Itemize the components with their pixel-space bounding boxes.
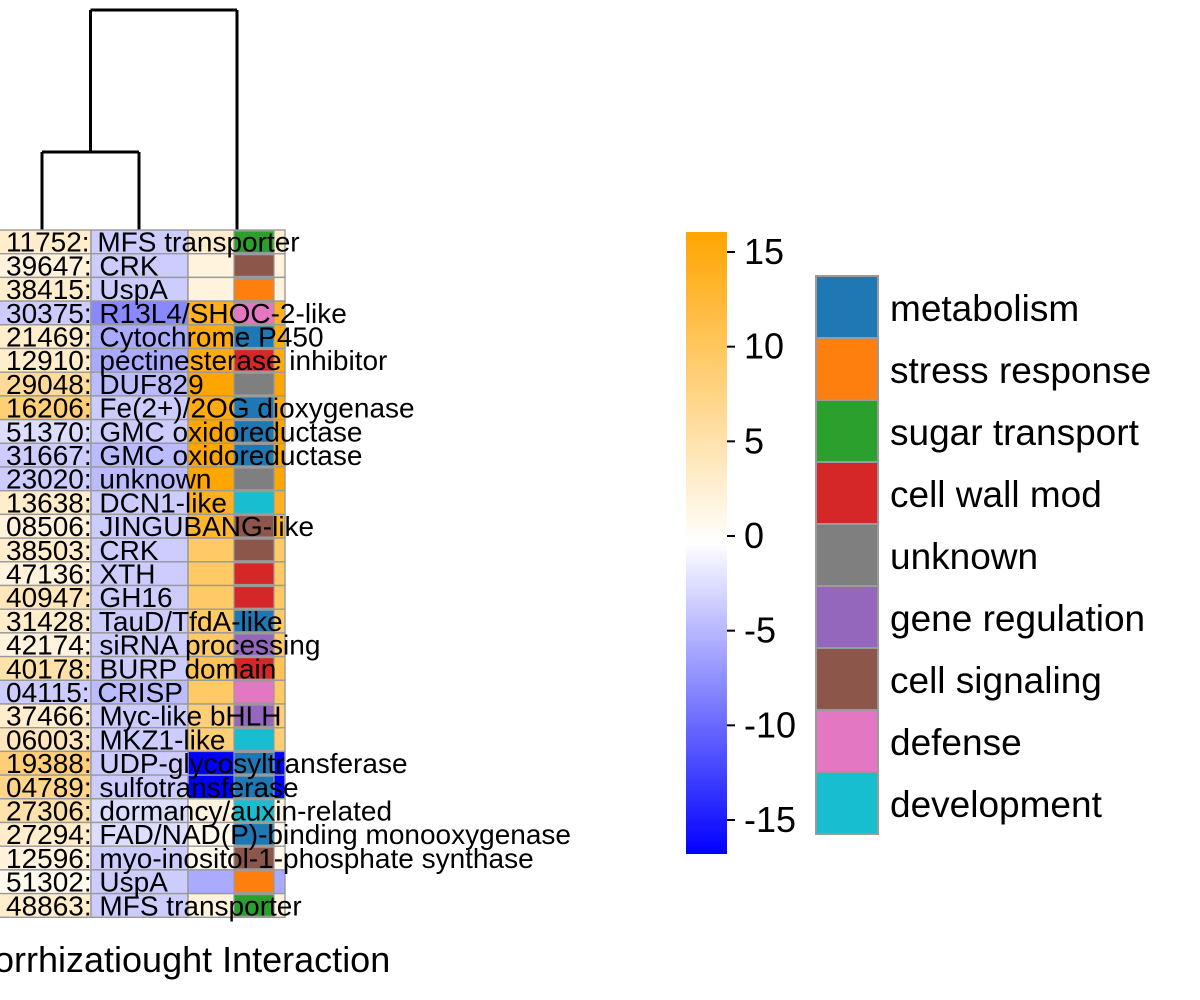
category-legend: metabolism stress response sugar transport… (815, 275, 1151, 835)
row-label: 12596: myo-inositol-1-phosphate synthase (6, 843, 534, 874)
legend-swatch (815, 399, 879, 463)
row-label: 06003: MKZ1-like (6, 724, 225, 755)
category-annotation-cell (233, 799, 275, 823)
category-annotation-cell (233, 680, 275, 704)
category-annotation-cell (233, 704, 275, 728)
category-annotation-cell (233, 633, 275, 657)
legend-swatch (815, 461, 879, 525)
row-label: 27294: FAD/NAD(P)-binding monooxygenase (6, 819, 571, 850)
row-label: 16206: Fe(2+)/2OG dioxygenase (6, 393, 415, 424)
category-annotation-cell (233, 491, 275, 515)
category-annotation-cell (233, 230, 275, 254)
legend-label: cell wall mod (890, 474, 1102, 515)
category-annotation-cell (233, 609, 275, 633)
category-annotation-cell (233, 656, 275, 680)
row-label: 42174: siRNA processing (6, 630, 320, 661)
row-label: 13638: DCN1-like (6, 487, 227, 518)
category-annotation-cell (233, 846, 275, 870)
category-annotation-cell (233, 467, 275, 491)
category-annotation-cell (233, 775, 275, 799)
legend-label: sugar transport (890, 412, 1140, 453)
legend-label: development (890, 784, 1103, 825)
category-annotation-column (233, 230, 275, 917)
category-annotation-cell (233, 585, 275, 609)
colorbar: 15 10 5 0 -5 -10 -15 (686, 231, 796, 854)
row-label: 51302: UspA (6, 867, 168, 898)
row-label: 19388: UDP-glycosyltransferase (6, 748, 408, 779)
category-annotation-cell (233, 562, 275, 586)
category-annotation-cell (233, 348, 275, 372)
category-annotation-cell (233, 514, 275, 538)
category-annotation-cell (233, 893, 275, 917)
colorbar-tick-label: 0 (744, 515, 764, 556)
row-label: 40947: GH16 (6, 582, 173, 613)
row-label: 21469: Cytochrome P450 (6, 322, 324, 353)
category-annotation-cell (233, 277, 275, 301)
row-label: 37466: Myc-like bHLH (6, 701, 281, 732)
row-label: 39647: CRK (6, 250, 159, 281)
row-label: 04115: CRISP (6, 677, 183, 708)
legend-label: cell signaling (890, 660, 1102, 701)
row-label: 29048: DUF829 (6, 369, 204, 400)
legend-label: unknown (890, 536, 1038, 577)
column-labels: orrhizatiought Interaction (0, 939, 390, 980)
legend-swatch (815, 647, 879, 711)
category-annotation-cell (233, 396, 275, 420)
row-label: 04789: sulfotransferase (6, 772, 299, 803)
colorbar-tick-label: -10 (744, 704, 796, 745)
row-label: 38503: CRK (6, 535, 159, 566)
row-label: 31667: GMC oxidoreductase (6, 440, 362, 471)
category-annotation-cell (233, 301, 275, 325)
category-annotation-cell (233, 751, 275, 775)
colorbar-tick-label: 15 (744, 231, 784, 272)
category-annotation-cell (233, 325, 275, 349)
legend-label: gene regulation (890, 598, 1145, 639)
legend-label: metabolism (890, 288, 1079, 329)
row-label: 30375: R13L4/SHOC-2-like (6, 298, 347, 329)
category-annotation-cell (233, 538, 275, 562)
category-annotation-cell (233, 254, 275, 277)
colorbar-tick-label: 5 (744, 420, 764, 461)
legend-label: defense (890, 722, 1022, 763)
row-label: 08506: JINGUBANG-like (6, 511, 314, 542)
colorbar-tick-label: 10 (744, 326, 784, 367)
legend-swatch (815, 709, 879, 773)
legend-swatch (815, 771, 879, 835)
category-annotation-cell (233, 443, 275, 467)
category-annotation-cell (233, 870, 275, 894)
category-annotation-cell (233, 420, 275, 443)
colorbar-gradient (686, 232, 727, 854)
legend-label: stress response (890, 350, 1151, 391)
row-label: 27306: dormancy/auxin-related (6, 796, 392, 827)
row-label: 47136: XTH (6, 559, 155, 590)
category-annotation-cell (233, 822, 275, 846)
legend-swatch (815, 337, 879, 401)
colorbar-tick-label: -5 (744, 610, 776, 651)
row-label: 11752: MFS transporter (6, 227, 300, 258)
legend-swatch (815, 275, 879, 339)
category-annotation-cell (233, 372, 275, 396)
row-label: 38415: UspA (6, 274, 168, 305)
colorbar-tick-label: -15 (744, 799, 796, 840)
row-label: 51370: GMC oxidoreductase (6, 416, 362, 447)
row-label: 40178: BURP domain (6, 653, 276, 684)
row-label: 48863: MFS transporter (6, 890, 302, 921)
row-label: 23020: unknown (6, 464, 212, 495)
category-annotation-cell (233, 728, 275, 752)
row-label: 31428: TauD/TfdA-like (6, 606, 283, 637)
column-dendrogram (40, 8, 239, 230)
legend-swatch (815, 523, 879, 587)
legend-swatch (815, 585, 879, 649)
row-label: 12910: pectinesterase inhibitor (6, 345, 387, 376)
